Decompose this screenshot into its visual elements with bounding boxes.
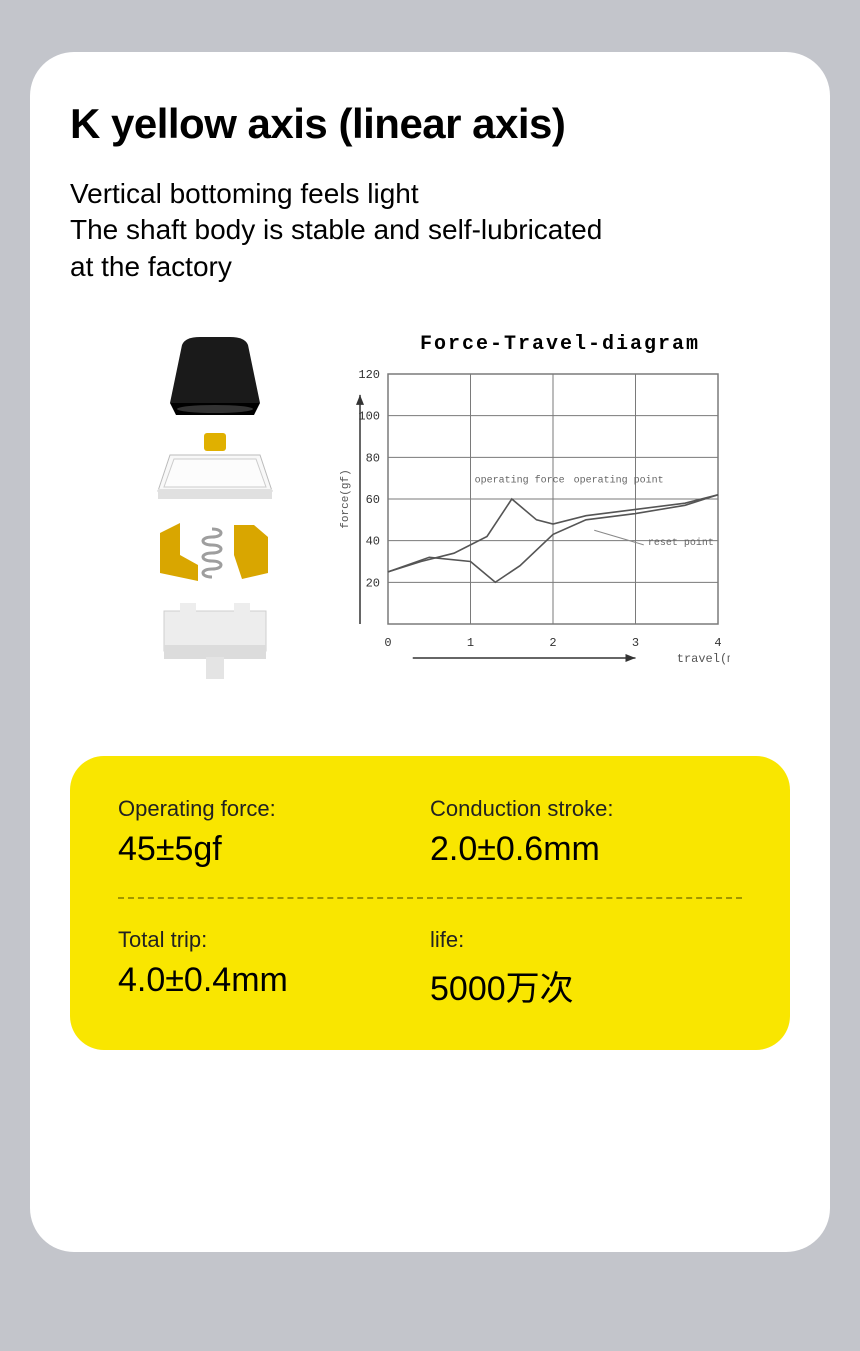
- svg-text:operating force: operating force: [475, 475, 565, 487]
- svg-text:2: 2: [549, 636, 556, 650]
- svg-text:travel(mm): travel(mm): [677, 652, 730, 666]
- subtitle-line-1: Vertical bottoming feels light: [70, 178, 419, 209]
- stem-housing-icon: [150, 429, 280, 509]
- svg-text:force(gf): force(gf): [340, 469, 352, 528]
- spec-divider: [118, 897, 742, 899]
- leaf-spring-icon: [150, 515, 280, 595]
- spec-value: 2.0±0.6mm: [430, 830, 742, 869]
- spec-value: 45±5gf: [118, 830, 430, 869]
- subtitle-line-3: at the factory: [70, 251, 232, 282]
- spec-row-2: Total trip: 4.0±0.4mm life: 5000万次: [118, 927, 742, 1010]
- svg-text:0: 0: [384, 636, 391, 650]
- spec-label: Operating force:: [118, 796, 430, 822]
- product-card: K yellow axis (linear axis) Vertical bot…: [30, 52, 830, 1252]
- spec-value: 5000万次: [430, 961, 742, 1010]
- svg-text:40: 40: [366, 535, 380, 549]
- spec-label: Conduction stroke:: [430, 796, 742, 822]
- spec-label: life:: [430, 927, 742, 953]
- subtitle-line-2: The shaft body is stable and self-lubric…: [70, 214, 602, 245]
- svg-text:3: 3: [632, 636, 639, 650]
- page-title: K yellow axis (linear axis): [70, 100, 790, 148]
- spec-operating-force: Operating force: 45±5gf: [118, 796, 430, 869]
- spec-conduction-stroke: Conduction stroke: 2.0±0.6mm: [430, 796, 742, 869]
- svg-text:20: 20: [366, 577, 380, 591]
- exploded-switch-illustration: [70, 333, 300, 686]
- svg-text:60: 60: [366, 493, 380, 507]
- switch-base-icon: [150, 601, 280, 686]
- chart-svg: 0 1 2 3 4 20 40 60 80 100 120 force(gf) travel(mm) op…: [330, 366, 730, 676]
- spec-value: 4.0±0.4mm: [118, 961, 430, 1000]
- svg-text:80: 80: [366, 452, 380, 466]
- svg-text:1: 1: [467, 636, 474, 650]
- keycap-icon: [150, 333, 280, 423]
- svg-text:4: 4: [714, 636, 721, 650]
- svg-text:operating point: operating point: [574, 475, 664, 487]
- svg-text:120: 120: [358, 368, 380, 382]
- page-subtitle: Vertical bottoming feels light The shaft…: [70, 176, 790, 285]
- svg-text:100: 100: [358, 410, 380, 424]
- svg-text:reset point: reset point: [648, 537, 714, 549]
- spec-label: Total trip:: [118, 927, 430, 953]
- spec-total-trip: Total trip: 4.0±0.4mm: [118, 927, 430, 1010]
- force-travel-chart: Force-Travel-diagram 0 1 2 3 4 20 40 60 80 100 120…: [330, 333, 790, 681]
- spec-box: Operating force: 45±5gf Conduction strok…: [70, 756, 790, 1050]
- spec-life: life: 5000万次: [430, 927, 742, 1010]
- chart-title: Force-Travel-diagram: [330, 333, 790, 356]
- diagram-row: Force-Travel-diagram 0 1 2 3 4 20 40 60 80 100 120…: [70, 333, 790, 686]
- spec-row-1: Operating force: 45±5gf Conduction strok…: [118, 796, 742, 869]
